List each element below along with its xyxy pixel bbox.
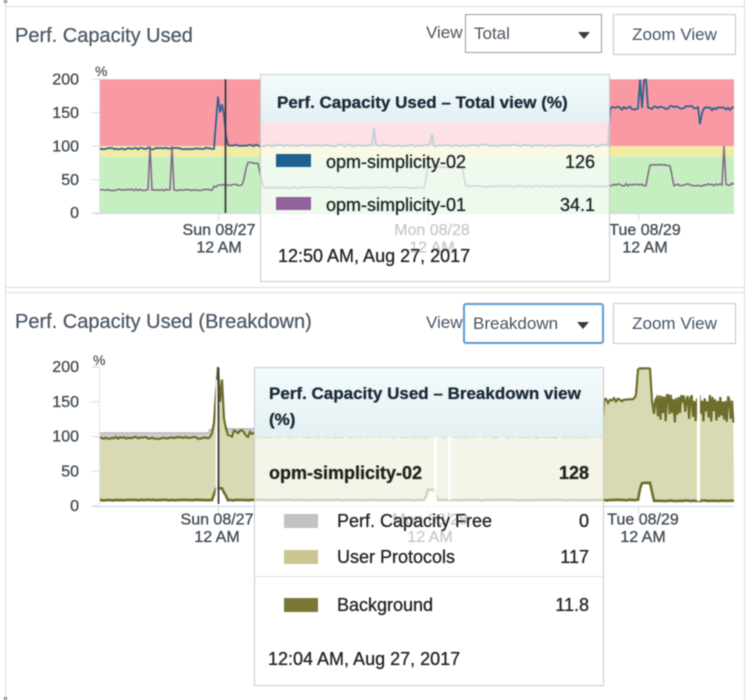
svg-text:50: 50 <box>61 463 79 480</box>
svg-text:150: 150 <box>52 105 79 122</box>
svg-text:200: 200 <box>52 72 79 89</box>
svg-text:50: 50 <box>61 172 79 189</box>
svg-text:100: 100 <box>52 429 79 446</box>
svg-text:150: 150 <box>52 394 79 411</box>
svg-text:Tue 08/29: Tue 08/29 <box>607 512 679 529</box>
svg-text:12 AM: 12 AM <box>194 529 239 546</box>
svg-text:0: 0 <box>70 205 79 222</box>
svg-text:12 AM: 12 AM <box>622 240 667 257</box>
svg-text:100: 100 <box>52 138 79 155</box>
svg-text:Tue 08/29: Tue 08/29 <box>609 222 681 239</box>
svg-text:%: % <box>95 63 107 79</box>
svg-text:12 AM: 12 AM <box>620 529 665 546</box>
svg-text:Sun 08/27: Sun 08/27 <box>183 222 256 239</box>
svg-text:12 AM: 12 AM <box>196 240 241 257</box>
svg-text:%: % <box>93 352 105 368</box>
svg-text:200: 200 <box>52 359 79 376</box>
svg-text:0: 0 <box>70 498 79 515</box>
svg-text:Sun 08/27: Sun 08/27 <box>181 512 254 529</box>
